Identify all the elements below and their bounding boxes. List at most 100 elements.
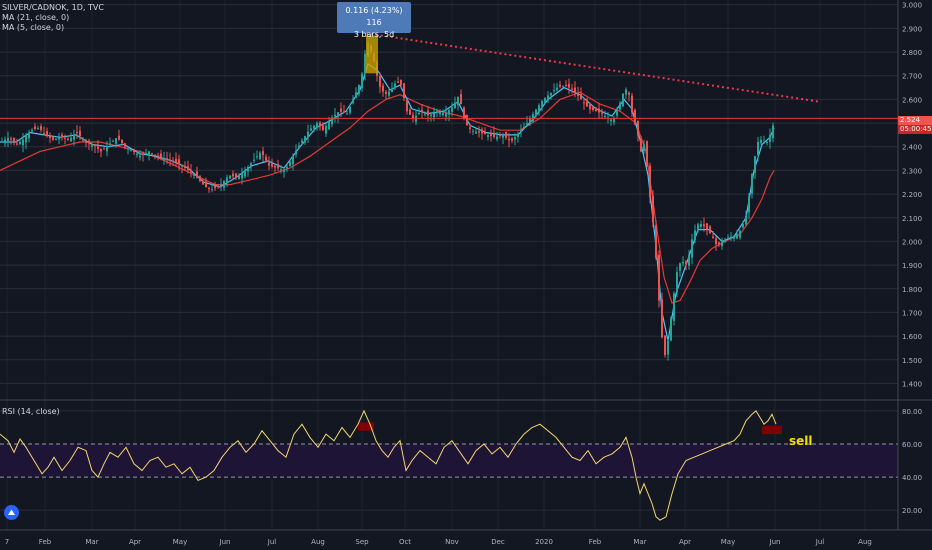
y-tick-label: 2.000 <box>902 238 922 246</box>
candle <box>541 100 543 107</box>
candle <box>328 121 330 130</box>
candle <box>286 166 288 169</box>
ma21-series <box>0 91 775 304</box>
candle <box>553 90 555 92</box>
candle <box>454 102 456 109</box>
candle <box>172 160 174 162</box>
candle <box>682 261 684 264</box>
candle <box>583 102 585 104</box>
candle <box>751 173 753 194</box>
candle <box>739 230 741 238</box>
candle <box>484 132 486 135</box>
sell-annotation: sell <box>789 434 813 448</box>
candle <box>118 135 120 140</box>
x-tick-label: Mar <box>633 538 646 546</box>
candle <box>124 143 126 147</box>
candle <box>67 138 69 140</box>
candle <box>562 85 564 87</box>
axes: 3.0002.9002.8002.7002.6002.5002.4002.300… <box>5 2 922 546</box>
grid-lines <box>0 0 898 530</box>
candle <box>487 135 489 137</box>
candle <box>628 92 630 95</box>
y-tick-label: 2.700 <box>902 73 922 81</box>
trendline <box>365 32 821 103</box>
candle <box>289 161 291 167</box>
candle <box>685 261 687 265</box>
rsi-band <box>0 443 898 478</box>
candle <box>394 83 396 89</box>
tradingview-logo-icon[interactable] <box>4 505 19 520</box>
candle <box>457 96 459 106</box>
candle <box>4 139 6 144</box>
candle <box>268 162 270 166</box>
candle <box>1 141 3 143</box>
x-tick-label: May <box>721 538 735 546</box>
candle <box>544 97 546 104</box>
candle <box>181 164 183 167</box>
candle <box>154 154 156 156</box>
candle <box>652 195 654 223</box>
candle <box>763 142 765 144</box>
candle <box>733 236 735 239</box>
candle <box>688 254 690 266</box>
ma21-legend[interactable]: MA (21, close, 0) <box>2 13 70 22</box>
candle <box>136 153 138 155</box>
x-tick-label: May <box>173 538 187 546</box>
candle <box>658 254 660 301</box>
candle <box>37 128 39 130</box>
candle <box>355 92 357 99</box>
candle <box>313 125 315 129</box>
y-tick-label: 2.300 <box>902 167 922 175</box>
x-tick-label: Nov <box>445 538 459 546</box>
candle <box>361 73 363 89</box>
y-tick-label: 2.200 <box>902 191 922 199</box>
candle <box>550 92 552 96</box>
symbol-legend[interactable]: SILVER/CADNOK, 1D, TVC <box>2 3 104 12</box>
candle <box>625 89 627 95</box>
candle <box>142 153 144 156</box>
candle <box>496 136 498 140</box>
candle <box>10 138 12 140</box>
candle <box>616 111 618 116</box>
candle <box>460 94 462 105</box>
rsi-series <box>0 409 777 521</box>
candle <box>55 138 57 140</box>
candle <box>613 118 615 123</box>
measure-tooltip-line2: 3 bars, 5d <box>353 30 395 39</box>
candle <box>298 145 300 149</box>
candle <box>757 142 759 155</box>
candle <box>571 88 573 90</box>
ma5-legend[interactable]: MA (5, close, 0) <box>2 23 65 32</box>
rsi-legend[interactable]: RSI (14, close) <box>2 407 60 416</box>
rsi-y-tick-label: 40.00 <box>902 474 922 482</box>
candle <box>463 107 465 119</box>
candle <box>34 126 36 129</box>
x-tick-label: Aug <box>311 538 325 546</box>
candle <box>265 156 267 161</box>
candle <box>493 132 495 137</box>
candle <box>619 103 621 110</box>
x-tick-label: Feb <box>39 538 52 546</box>
candle <box>16 143 18 145</box>
candle <box>667 340 669 355</box>
candle <box>601 112 603 115</box>
candle <box>190 170 192 173</box>
candle <box>100 149 102 152</box>
candle <box>580 94 582 100</box>
candles <box>1 40 774 361</box>
candle <box>409 109 411 115</box>
candle <box>58 137 60 140</box>
candle <box>514 137 516 140</box>
candle <box>481 129 483 134</box>
candle <box>721 242 723 247</box>
candle <box>301 140 303 143</box>
rsi-band-fill <box>0 444 898 478</box>
candle <box>529 118 531 124</box>
candle <box>679 263 681 271</box>
candle <box>235 173 237 178</box>
candle <box>331 117 333 125</box>
candle <box>712 236 714 239</box>
candle <box>742 224 744 228</box>
candle <box>322 125 324 131</box>
candle <box>766 142 768 144</box>
